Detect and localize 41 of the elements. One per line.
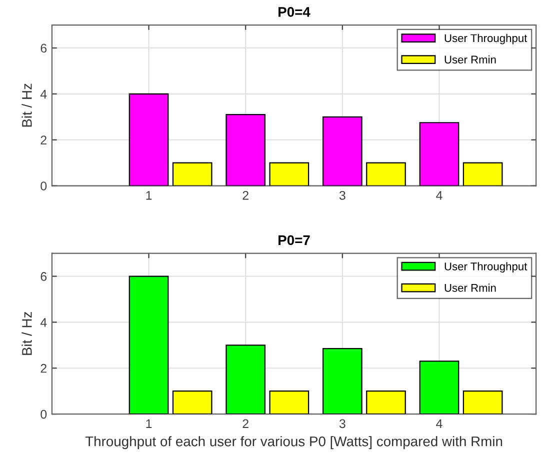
bar — [419, 360, 460, 414]
bar — [322, 116, 362, 186]
bar — [269, 162, 310, 186]
y-tick-label: 0 — [40, 410, 47, 419]
y-tick-label: 4 — [40, 90, 47, 98]
x-tick-label: 1 — [146, 419, 152, 428]
legend-label: User Throughput — [444, 262, 528, 273]
bar — [172, 162, 212, 186]
y-axis-title: Bit / Hz — [22, 84, 32, 127]
x-tick-label: 3 — [339, 419, 346, 428]
bar — [128, 276, 169, 414]
y-tick-label: 2 — [40, 136, 46, 144]
bar — [226, 114, 266, 186]
bar — [226, 344, 266, 414]
bar — [419, 122, 460, 186]
y-tick-label: 6 — [40, 272, 47, 281]
bar — [366, 162, 406, 186]
legend-label: User Rmin — [444, 55, 496, 64]
chart-title: P0=7 — [278, 235, 310, 246]
y-axis-title: Bit / Hz — [22, 312, 32, 355]
x-tick-label: 3 — [339, 190, 346, 200]
legend-label: User Rmin — [444, 284, 496, 292]
y-tick-label: 6 — [40, 44, 47, 53]
x-tick-label: 4 — [436, 419, 442, 428]
x-tick-label: 1 — [146, 191, 152, 200]
x-tick-label: 2 — [242, 190, 248, 200]
x-tick-label: 4 — [436, 191, 442, 200]
chart-title: P0=4 — [278, 6, 310, 17]
y-tick-label: 0 — [40, 182, 47, 190]
bar — [462, 162, 503, 186]
y-tick-label: 4 — [40, 318, 47, 327]
bar — [366, 390, 406, 414]
bar — [322, 348, 362, 414]
bar — [128, 93, 169, 186]
x-axis-title: Throughput of each user for various P0 [Watts] compared with Rmin — [85, 436, 502, 450]
bar — [269, 390, 310, 414]
bar — [462, 390, 503, 414]
bar — [172, 390, 212, 414]
legend-label: User Throughput — [444, 34, 528, 44]
y-tick-label: 2 — [40, 364, 46, 373]
x-tick-label: 2 — [242, 419, 248, 428]
